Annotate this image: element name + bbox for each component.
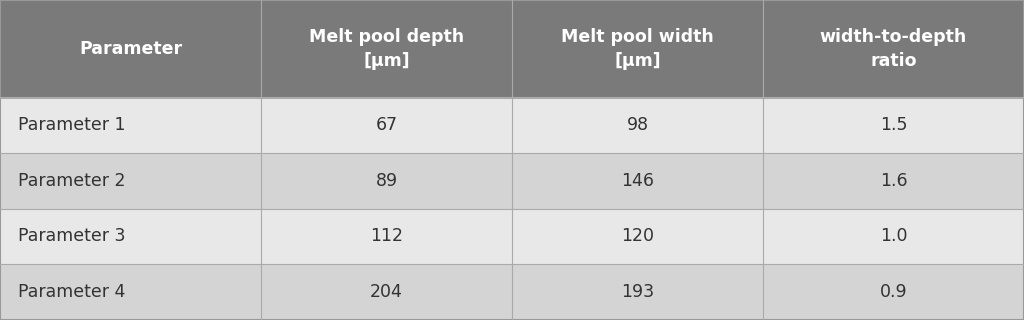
Text: 89: 89 — [376, 172, 397, 190]
Bar — [0, 0, 261, 98]
Bar — [763, 0, 1024, 98]
Text: width-to-depth
ratio: width-to-depth ratio — [820, 28, 967, 70]
Bar — [261, 0, 512, 98]
Text: Parameter 2: Parameter 2 — [18, 172, 126, 190]
Text: 1.6: 1.6 — [880, 172, 907, 190]
Text: 120: 120 — [621, 228, 654, 245]
Bar — [0, 153, 261, 209]
Text: 1.5: 1.5 — [880, 116, 907, 134]
Text: Parameter 4: Parameter 4 — [18, 283, 126, 301]
Bar — [763, 264, 1024, 320]
Bar — [512, 98, 763, 153]
Bar — [0, 98, 261, 153]
Bar — [512, 153, 763, 209]
Bar — [763, 209, 1024, 264]
Bar — [512, 264, 763, 320]
Text: 67: 67 — [376, 116, 397, 134]
Bar — [261, 153, 512, 209]
Bar — [512, 0, 763, 98]
Text: 1.0: 1.0 — [880, 228, 907, 245]
Text: Parameter: Parameter — [79, 40, 182, 58]
Bar — [0, 264, 261, 320]
Bar — [261, 264, 512, 320]
Text: 98: 98 — [627, 116, 648, 134]
Text: 0.9: 0.9 — [880, 283, 907, 301]
Bar — [763, 98, 1024, 153]
Bar — [0, 209, 261, 264]
Bar — [261, 209, 512, 264]
Text: 146: 146 — [621, 172, 654, 190]
Bar — [512, 209, 763, 264]
Text: 193: 193 — [621, 283, 654, 301]
Text: Parameter 1: Parameter 1 — [18, 116, 126, 134]
Bar — [763, 153, 1024, 209]
Text: Parameter 3: Parameter 3 — [18, 228, 126, 245]
Text: 112: 112 — [370, 228, 403, 245]
Text: Melt pool depth
[μm]: Melt pool depth [μm] — [309, 28, 464, 70]
Bar — [261, 98, 512, 153]
Text: 204: 204 — [370, 283, 403, 301]
Text: Melt pool width
[μm]: Melt pool width [μm] — [561, 28, 714, 70]
